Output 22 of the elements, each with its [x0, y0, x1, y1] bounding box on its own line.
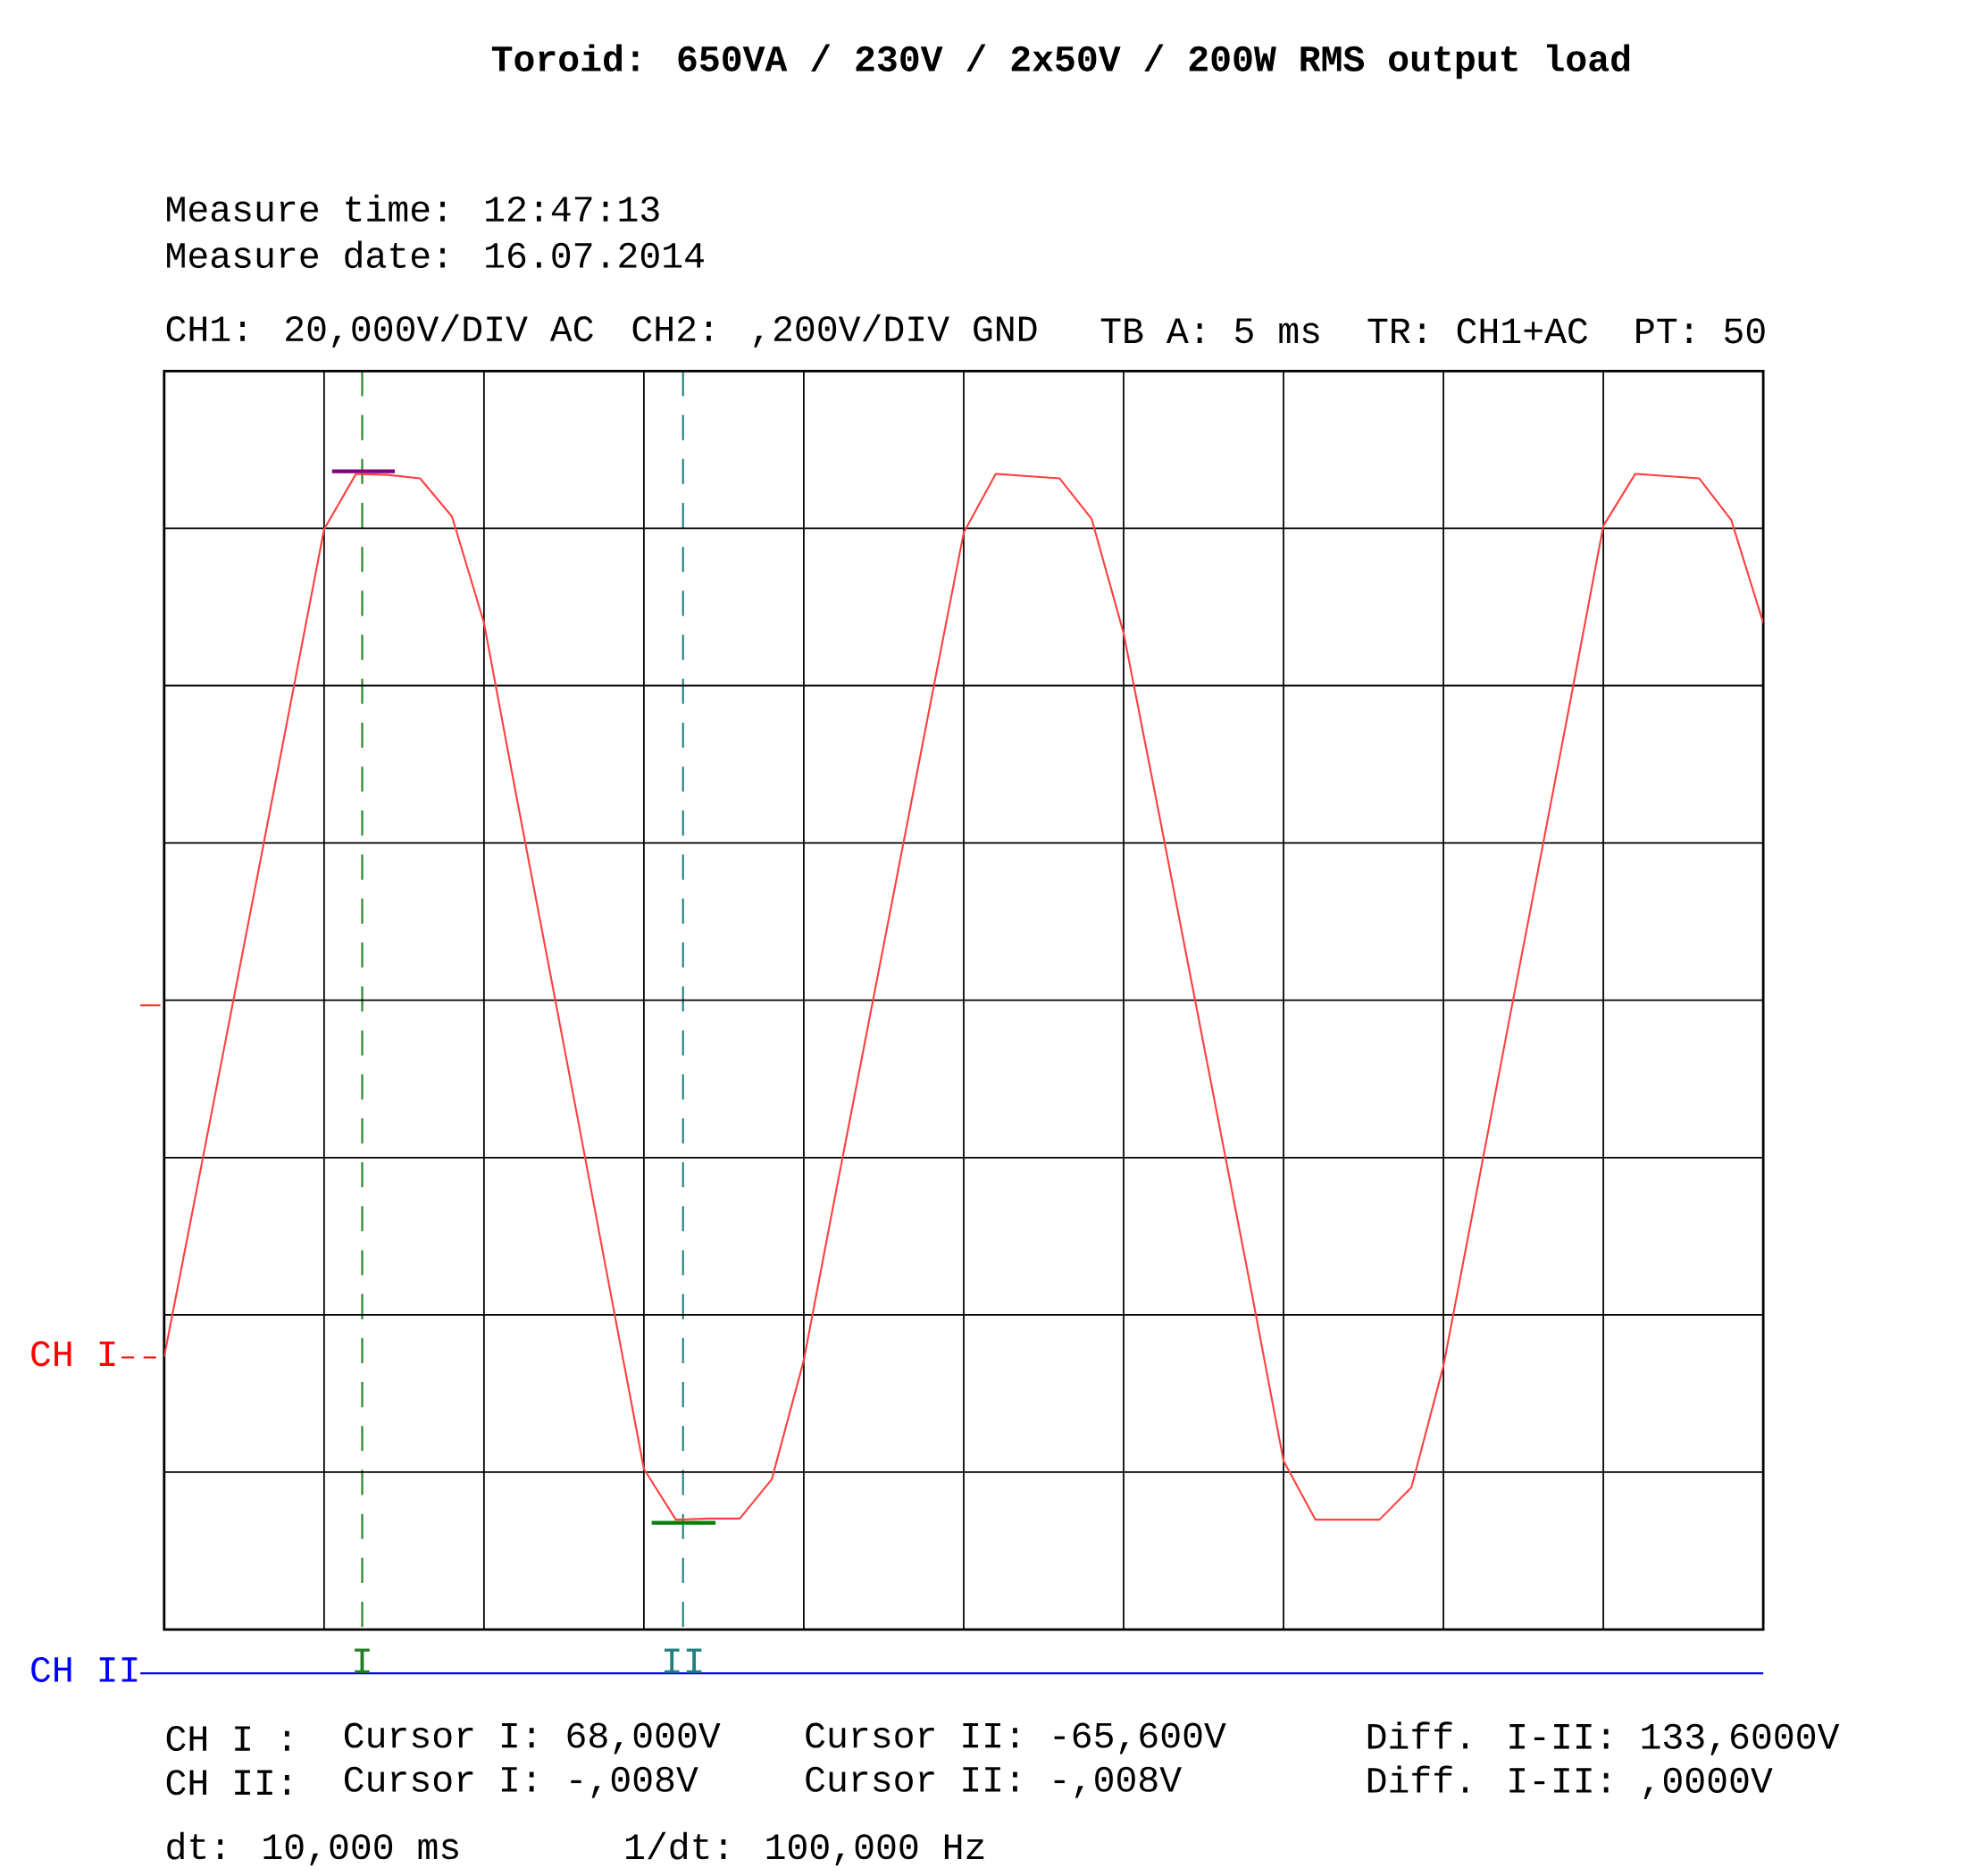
text: CH II: [166, 1770, 289, 1796]
text: dt: 10,000 ms [167, 1831, 458, 1866]
text: Cursor II: -,008V [806, 1766, 1182, 1798]
text: Diff. I-II: 133,6000V [1367, 1721, 1840, 1755]
text: TB A: 5 ms [1100, 318, 1319, 344]
text: CH II [31, 1656, 138, 1682]
chart-title: Toroid: 650VA / 230V / 2x50V / 200W RMS output load [491, 44, 1630, 80]
text: Cursor I: 68,000V [344, 1722, 721, 1755]
text: Cursor I: -,008V [344, 1766, 698, 1798]
text: Measure date: 16.07.2014 [167, 240, 704, 269]
text: II [664, 1648, 702, 1673]
text: CH1: 20,000V/DIV AC [166, 314, 593, 348]
text: Measure time: 12:47:13 [167, 194, 659, 222]
text: TR: CH1+AC [1367, 318, 1588, 344]
text: Diff. I-II: ,0000V [1367, 1765, 1773, 1799]
text: Cursor II: -65,600V [806, 1722, 1226, 1755]
text: CH I [31, 1341, 115, 1367]
text: CH I : [166, 1725, 289, 1752]
text: 1/dt: 100,000 Hz [625, 1831, 984, 1866]
text: CH2: ,200V/DIV GND [632, 314, 1037, 348]
text: PT: 50 [1636, 318, 1765, 344]
text: I [355, 1648, 370, 1673]
